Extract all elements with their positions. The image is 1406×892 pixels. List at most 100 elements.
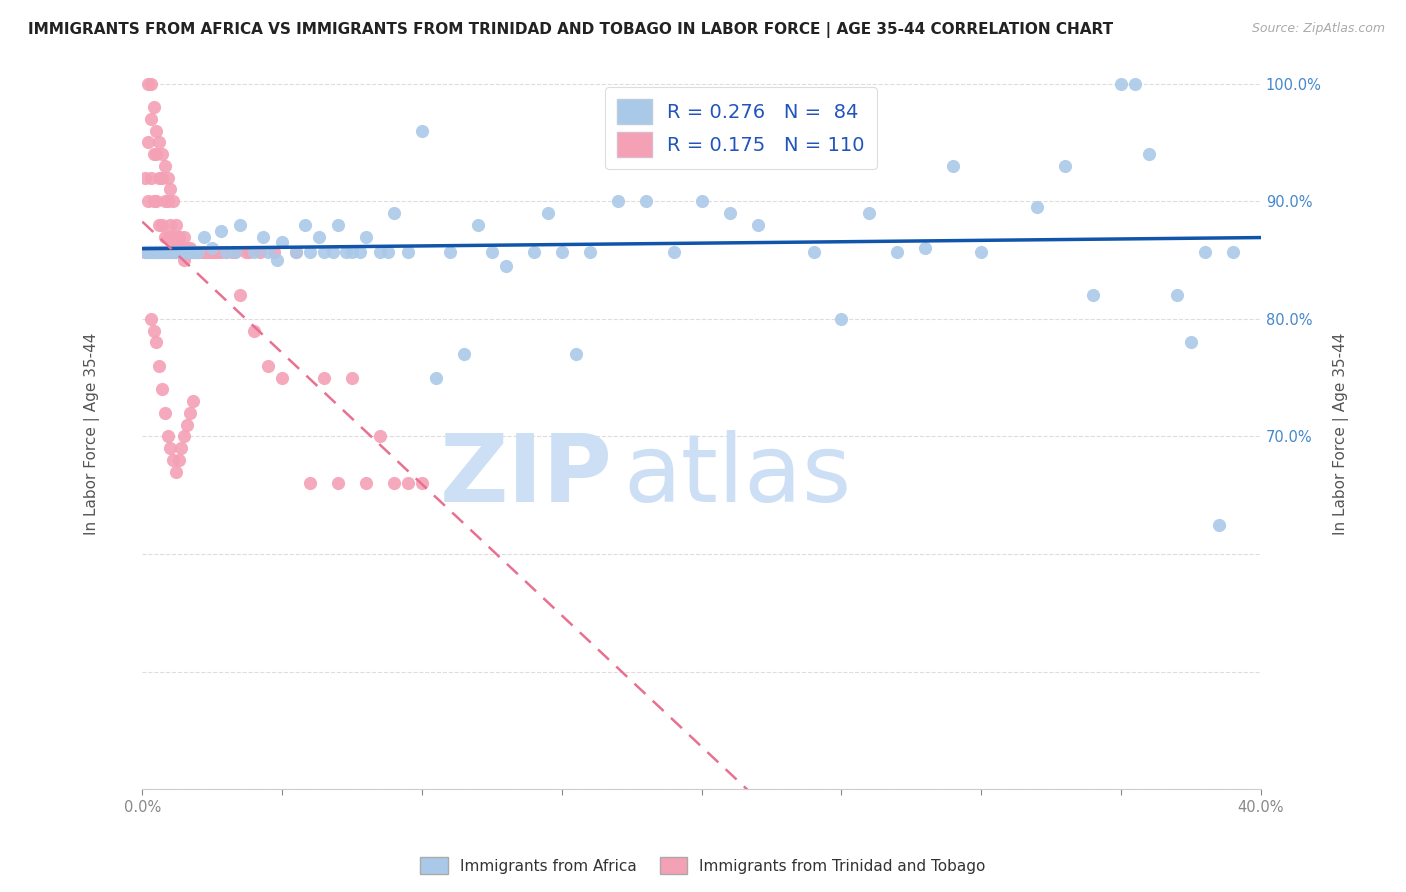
Point [167, 229, 190, 244]
Point [396, 244, 419, 259]
Point [340, 244, 363, 259]
Point [142, 100, 165, 114]
Point [153, 244, 176, 259]
Point [314, 370, 336, 384]
Point [238, 244, 260, 259]
Point [396, 476, 419, 491]
Point [1137, 147, 1160, 161]
Point [170, 244, 193, 259]
Point [165, 244, 187, 259]
Point [1123, 77, 1146, 91]
Point [209, 224, 232, 238]
Point [179, 244, 201, 259]
Point [382, 476, 405, 491]
Point [382, 206, 405, 220]
Point [159, 218, 181, 232]
Point [285, 244, 308, 259]
Point [150, 383, 173, 397]
Point [145, 194, 167, 209]
Point [229, 288, 252, 302]
Point [170, 241, 193, 255]
Point [224, 244, 246, 259]
Point [173, 244, 195, 259]
Point [201, 241, 224, 255]
Point [150, 170, 173, 185]
Point [193, 229, 215, 244]
Point [970, 244, 993, 259]
Point [167, 241, 190, 255]
Point [153, 229, 176, 244]
Point [1208, 517, 1230, 532]
Point [181, 244, 204, 259]
Point [411, 123, 433, 137]
Point [377, 244, 399, 259]
Point [411, 476, 433, 491]
Point [145, 244, 167, 259]
Point [321, 244, 343, 259]
Point [181, 244, 204, 259]
Point [134, 170, 156, 185]
Point [153, 244, 176, 259]
Point [162, 229, 184, 244]
Point [176, 241, 198, 255]
Point [187, 244, 209, 259]
Point [162, 244, 184, 259]
Point [349, 244, 371, 259]
Point [271, 235, 294, 250]
Point [150, 244, 173, 259]
Point [142, 147, 165, 161]
Point [150, 218, 173, 232]
Point [176, 244, 198, 259]
Point [170, 441, 193, 455]
Point [142, 194, 165, 209]
Point [145, 147, 167, 161]
Point [162, 194, 184, 209]
Point [148, 218, 170, 232]
Point [142, 244, 165, 259]
Point [1166, 288, 1188, 302]
Point [1194, 244, 1216, 259]
Point [153, 406, 176, 420]
Point [425, 370, 447, 384]
Point [243, 244, 266, 259]
Point [221, 244, 243, 259]
Point [201, 244, 224, 259]
Point [165, 244, 187, 259]
Point [858, 206, 880, 220]
Point [1180, 335, 1202, 350]
Point [179, 244, 201, 259]
Point [159, 244, 181, 259]
Point [150, 147, 173, 161]
Point [156, 229, 179, 244]
Point [565, 347, 588, 361]
Point [257, 244, 280, 259]
Point [159, 244, 181, 259]
Point [159, 441, 181, 455]
Point [173, 429, 195, 443]
Point [145, 244, 167, 259]
Point [159, 182, 181, 196]
Point [179, 406, 201, 420]
Point [156, 429, 179, 443]
Point [1026, 200, 1049, 214]
Text: Source: ZipAtlas.com: Source: ZipAtlas.com [1251, 22, 1385, 36]
Point [148, 170, 170, 185]
Point [156, 194, 179, 209]
Point [136, 244, 159, 259]
Point [173, 252, 195, 267]
Text: atlas: atlas [623, 430, 852, 522]
Point [314, 244, 336, 259]
Point [690, 194, 713, 209]
Point [1083, 288, 1105, 302]
Point [142, 244, 165, 259]
Point [167, 244, 190, 259]
Point [148, 244, 170, 259]
Point [551, 244, 574, 259]
Y-axis label: In Labor Force | Age 35-44: In Labor Force | Age 35-44 [1333, 332, 1348, 534]
Point [173, 241, 195, 255]
Point [266, 252, 288, 267]
Point [173, 244, 195, 259]
Point [136, 77, 159, 91]
Point [153, 159, 176, 173]
Point [249, 244, 271, 259]
